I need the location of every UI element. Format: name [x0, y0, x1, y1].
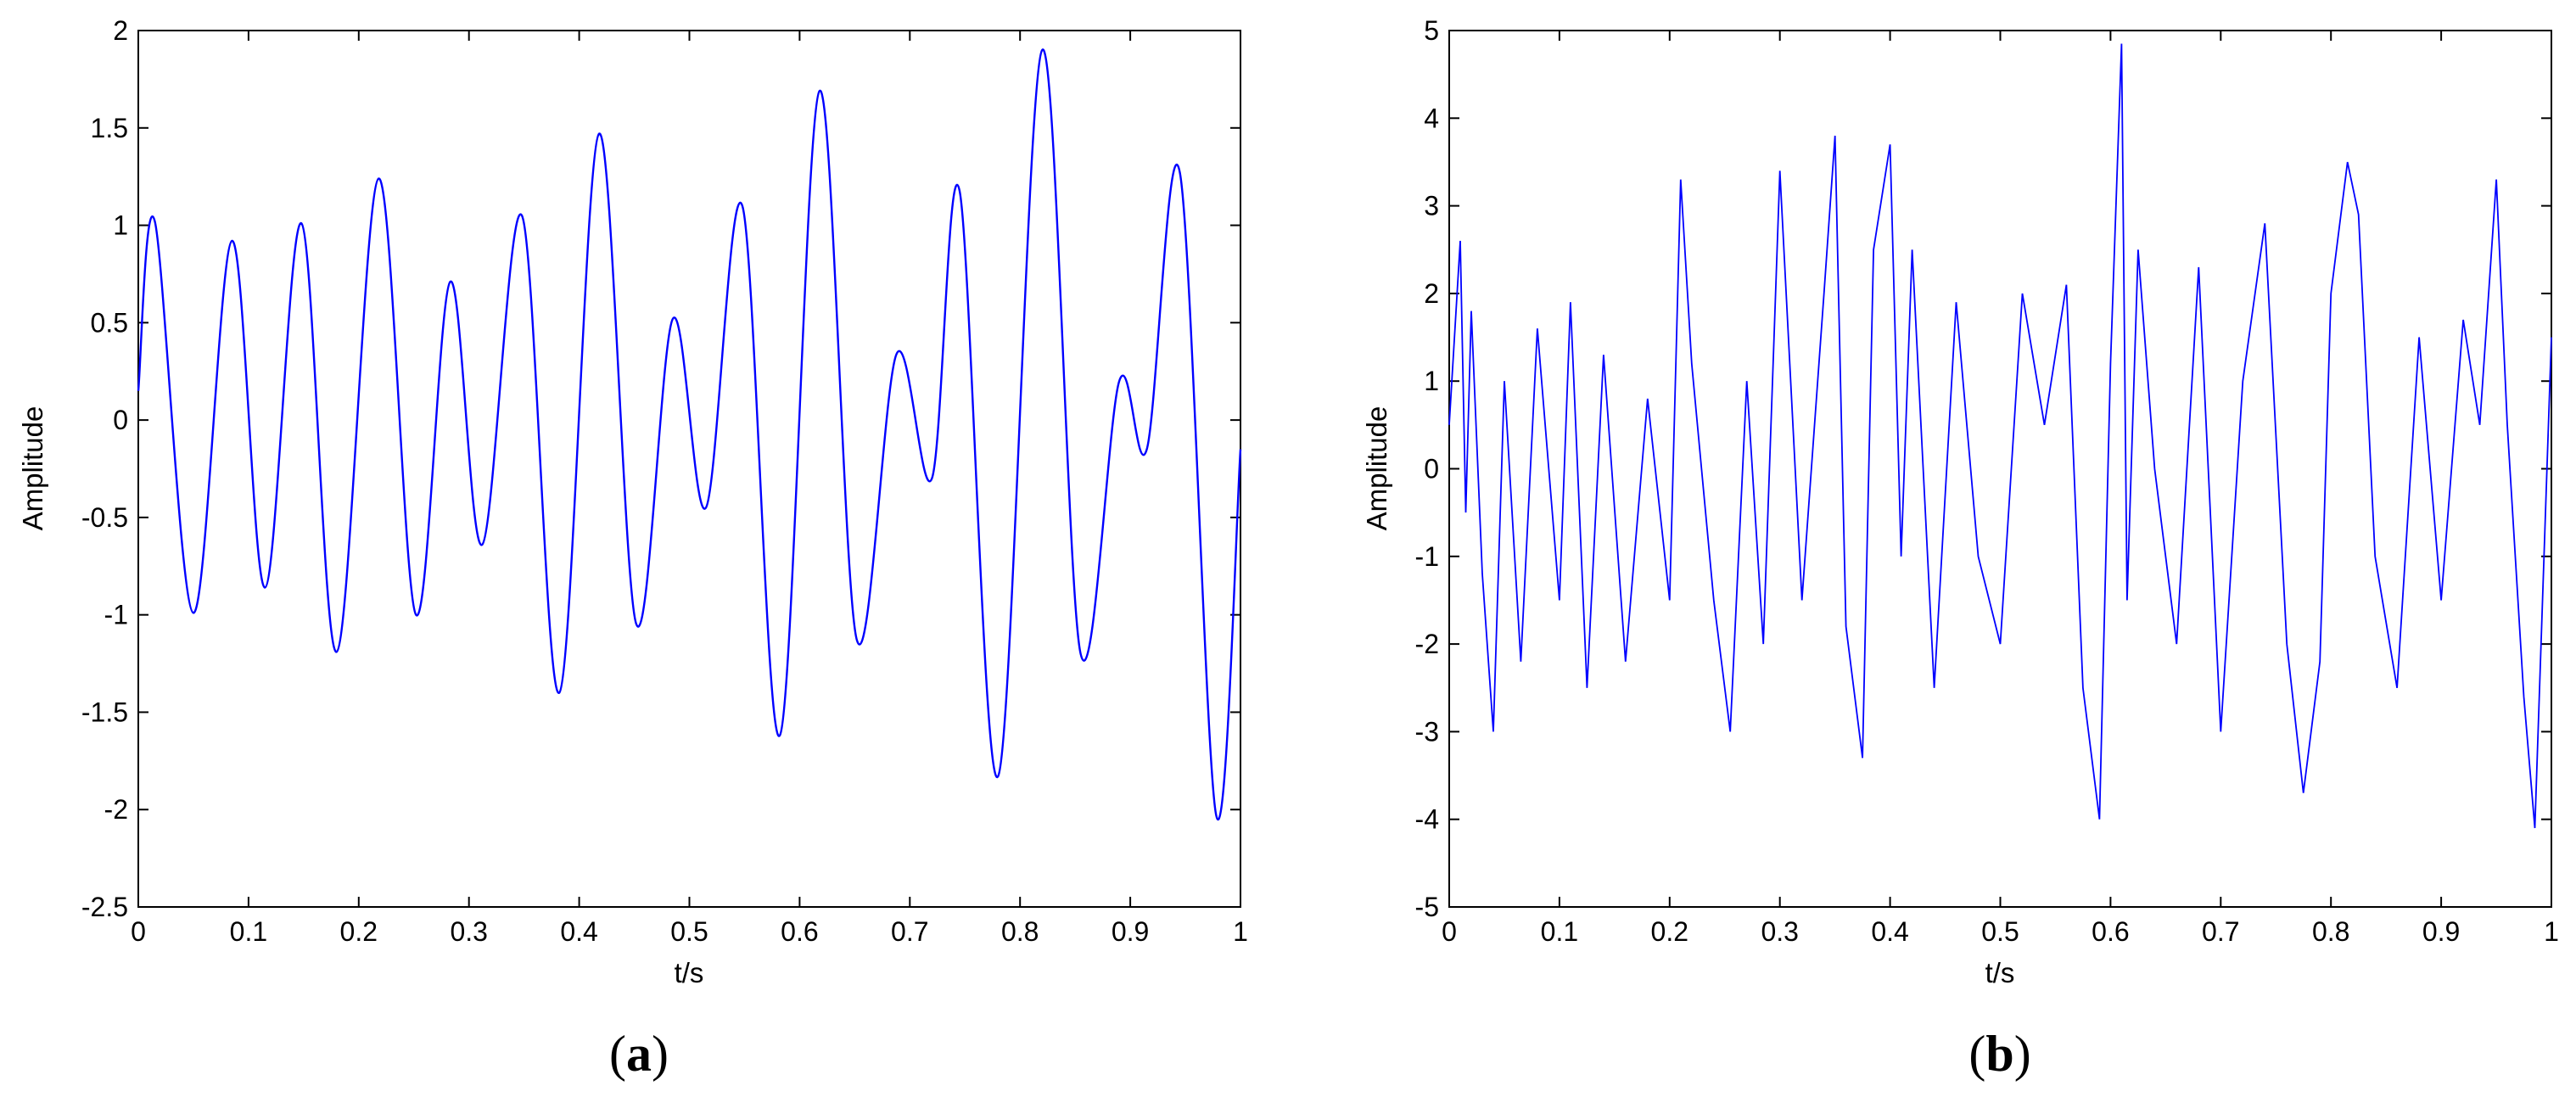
y-tick-label: -5 [1415, 892, 1439, 922]
y-tick-label: -3 [1415, 716, 1439, 747]
tick-marks-b [1448, 30, 2552, 908]
tick-marks-a [137, 30, 1241, 908]
y-tick-label: 3 [1424, 191, 1439, 221]
y-tick-label: 5 [1424, 15, 1439, 46]
x-tick-label: 0.6 [2092, 916, 2129, 947]
x-tick-label: 0.5 [670, 916, 708, 947]
y-tick-label: -2 [104, 794, 128, 825]
y-axis-label-b: Amplitude [1361, 406, 1392, 531]
x-tick-labels-b: 0 0.1 0.2 0.3 0.4 0.5 0.6 0.7 0.8 0.9 1 [1442, 916, 2559, 947]
y-tick-label: 4 [1424, 103, 1439, 133]
y-tick-label: -2 [1415, 629, 1439, 659]
y-tick-label: 1.5 [91, 113, 128, 143]
signal-line-a [137, 48, 1242, 820]
x-tick-label: 0.4 [1871, 916, 1908, 947]
x-tick-label: 0.7 [891, 916, 928, 947]
x-tick-label: 0.6 [781, 916, 818, 947]
x-axis-label-b: t/s [1985, 957, 2015, 988]
panel-label-a: (a) [609, 1026, 669, 1082]
x-tick-label: 0.9 [2422, 916, 2460, 947]
x-tick-labels-a: 0 0.1 0.2 0.3 0.4 0.5 0.6 0.7 0.8 0.9 1 [131, 916, 1248, 947]
y-axis-label-a: Amplitude [17, 406, 48, 531]
y-tick-label: 1 [113, 210, 128, 241]
x-tick-label: 0.4 [560, 916, 597, 947]
x-tick-label: 0.1 [230, 916, 267, 947]
x-tick-label: 0.2 [1651, 916, 1688, 947]
y-tick-label: 0.5 [91, 307, 128, 338]
x-tick-label: 0.2 [340, 916, 378, 947]
x-tick-label: 0.9 [1112, 916, 1149, 947]
y-tick-labels-a: -2.5 -2 -1.5 -1 -0.5 0 0.5 1 1.5 2 [81, 15, 128, 922]
x-tick-label: 0 [131, 916, 146, 947]
y-tick-label: 0 [1424, 454, 1439, 484]
y-tick-label: -1.5 [81, 697, 128, 727]
y-tick-label: -2.5 [81, 892, 128, 922]
y-tick-labels-b: -5 -4 -3 -2 -1 0 1 2 3 4 5 [1415, 15, 1439, 922]
panel-letter-b: b [1985, 1026, 2013, 1082]
panel-letter-a: a [626, 1026, 652, 1082]
y-tick-label: -1 [1415, 541, 1439, 572]
plot-frame-a [137, 30, 1241, 908]
x-tick-label: 0.8 [1001, 916, 1039, 947]
x-tick-label: 0.8 [2312, 916, 2349, 947]
y-tick-label: 0 [113, 405, 128, 435]
y-tick-label: 2 [113, 15, 128, 46]
x-axis-label-a: t/s [675, 957, 704, 988]
x-tick-label: 0.7 [2202, 916, 2239, 947]
x-tick-label: 1 [2544, 916, 2559, 947]
y-tick-label: 1 [1424, 366, 1439, 396]
x-tick-label: 0.3 [450, 916, 487, 947]
panel-label-b: (b) [1968, 1026, 2030, 1082]
x-tick-label: 0 [1442, 916, 1457, 947]
chart-panel-b: 0 0.1 0.2 0.3 0.4 0.5 0.6 0.7 0.8 0.9 1 -5 -4 -3 -2 -1… [1361, 15, 2559, 1082]
x-tick-label: 0.3 [1761, 916, 1798, 947]
signal-line-b [1448, 43, 2552, 829]
y-tick-label: 2 [1424, 278, 1439, 309]
y-tick-label: -0.5 [81, 502, 128, 533]
y-tick-label: -4 [1415, 804, 1439, 835]
x-tick-label: 0.5 [1981, 916, 2019, 947]
x-tick-label: 1 [1233, 916, 1248, 947]
plot-frame-b [1448, 30, 2552, 908]
x-tick-label: 0.1 [1541, 916, 1578, 947]
y-tick-label: -1 [104, 600, 128, 630]
chart-panel-a: 0 0.1 0.2 0.3 0.4 0.5 0.6 0.7 0.8 0.9 1 -2.5 -2 -1.5… [17, 15, 1248, 1082]
